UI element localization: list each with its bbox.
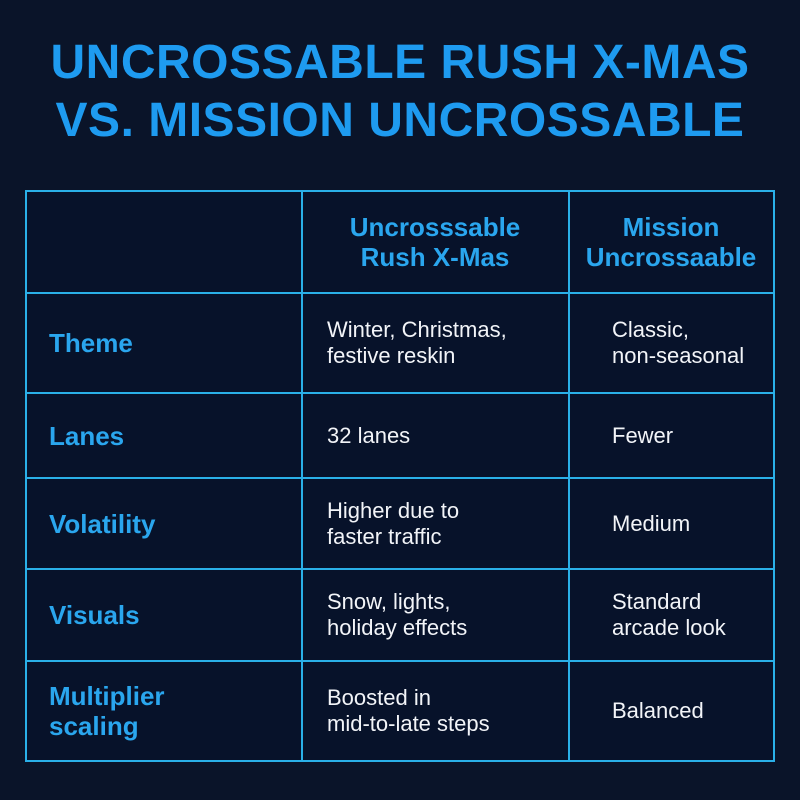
cell-rush-xmas: Boosted in mid-to-late steps [301, 660, 570, 762]
label-text: Theme [49, 328, 133, 358]
cell-text: Snow, lights, [327, 589, 451, 614]
header-text: Rush X-Mas [360, 242, 510, 272]
header-rush-xmas: Uncrosssable Rush X-Mas [301, 190, 570, 294]
title-line-2: VS. MISSION UNCROSSABLE [55, 94, 745, 147]
cell-text: non-seasonal [612, 343, 745, 368]
cell-text: faster traffic [327, 523, 442, 549]
row-label: Lanes [25, 392, 303, 479]
cell-mission: Standard arcade look [568, 568, 775, 662]
cell-text: Boosted in [327, 685, 431, 710]
row-label: Theme [25, 292, 303, 394]
cell-text: arcade look [612, 615, 726, 640]
cell-text: Winter, Christmas, [327, 317, 507, 342]
table-row-multiplier-scaling: Multiplier scaling Boosted in mid-to-late … [25, 660, 775, 762]
page-title: UNCROSSABLE RUSH X-MAS VS. MISSION UNCRO… [0, 34, 800, 150]
cell-text: festive reskin [327, 343, 456, 368]
header-row: Uncrosssable Rush X-Mas Mission Uncrossa… [25, 190, 775, 294]
cell-text: Standard [612, 589, 702, 614]
header-empty-cell [25, 190, 303, 294]
table-row-volatility: Volatility Higher due to faster traffic M… [25, 477, 775, 570]
cell-text: Balanced [612, 698, 704, 723]
table-row-theme: Theme Winter, Christmas, festive reskin C… [25, 292, 775, 394]
header-text: Uncrossaable [585, 242, 757, 272]
label-text: Lanes [49, 420, 125, 451]
cell-rush-xmas: 32 lanes [301, 392, 570, 479]
cell-mission: Balanced [568, 660, 775, 762]
row-label: Volatility [25, 477, 303, 570]
comparison-table: Uncrosssable Rush X-Mas Mission Uncrossa… [25, 190, 775, 762]
title-line-1: UNCROSSABLE RUSH X-MAS [50, 36, 750, 89]
cell-mission: Classic, non-seasonal [568, 292, 775, 394]
cell-text: mid-to-late steps [327, 711, 490, 736]
cell-rush-xmas: Winter, Christmas, festive reskin [301, 292, 570, 394]
row-label: Multiplier scaling [25, 660, 303, 762]
header-mission-uncrossable: Mission Uncrossaable [568, 190, 775, 294]
cell-text: Fewer [612, 422, 674, 448]
table-row-lanes: Lanes 32 lanes Fewer [25, 392, 775, 479]
label-text: Volatility [49, 508, 156, 539]
cell-rush-xmas: Snow, lights, holiday effects [301, 568, 570, 662]
cell-text: 32 lanes [327, 422, 411, 448]
label-text: Multiplier [49, 681, 165, 711]
cell-text: holiday effects [327, 615, 468, 640]
label-text: scaling [49, 711, 139, 741]
cell-rush-xmas: Higher due to faster traffic [301, 477, 570, 570]
cell-text: Higher due to [327, 497, 460, 523]
row-label: Visuals [25, 568, 303, 662]
cell-mission: Fewer [568, 392, 775, 479]
label-text: Visuals [49, 600, 140, 630]
cell-mission: Medium [568, 477, 775, 570]
cell-text: Classic, [612, 317, 690, 342]
cell-text: Medium [612, 510, 691, 536]
table-row-visuals: Visuals Snow, lights, holiday effects Sta… [25, 568, 775, 662]
header-text: Mission [622, 212, 720, 242]
header-text: Uncrosssable [349, 212, 521, 242]
